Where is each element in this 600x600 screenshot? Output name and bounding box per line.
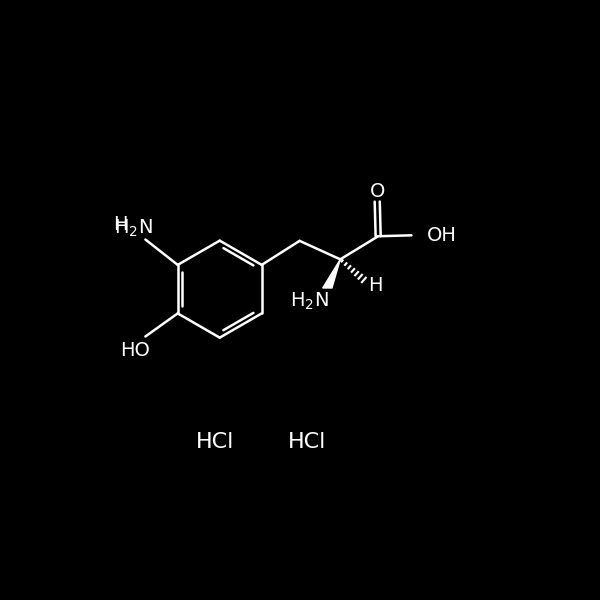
Text: O: O [370, 182, 385, 201]
Text: HO: HO [120, 341, 150, 360]
Text: HCl: HCl [289, 431, 326, 452]
Text: $\mathregular{H_2N}$: $\mathregular{H_2N}$ [115, 217, 153, 239]
Text: H: H [113, 215, 128, 234]
Text: $\mathregular{H_2N}$: $\mathregular{H_2N}$ [290, 291, 329, 313]
Text: H: H [368, 276, 383, 295]
Text: HCl: HCl [196, 431, 234, 452]
Text: OH: OH [427, 226, 457, 245]
Polygon shape [323, 259, 340, 288]
